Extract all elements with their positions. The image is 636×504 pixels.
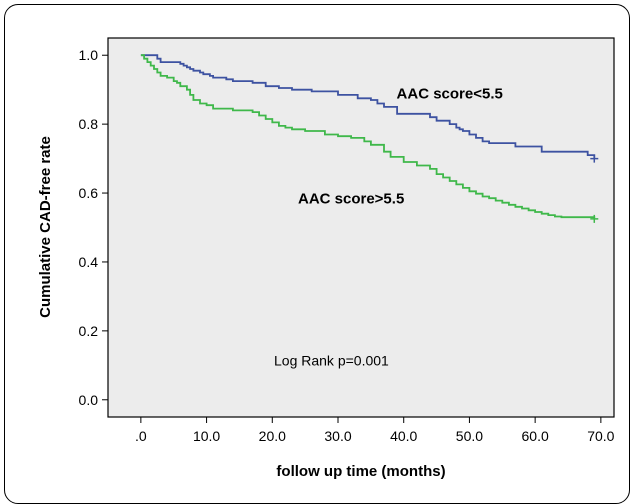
plot-area [107, 37, 615, 418]
censor-mark-2 [590, 214, 599, 223]
x-tick-label: 70.0 [587, 428, 614, 444]
series-line-2 [140, 54, 596, 219]
annotation-1: AAC score<5.5 [397, 85, 503, 102]
x-tick-label: 60.0 [522, 428, 549, 444]
x-axis-label: follow up time (months) [276, 463, 445, 480]
annotations: AAC score<5.5 AAC score>5.5 Log Rank p=0.0… [274, 85, 503, 368]
y-axis-label: Cumulative CAD-free rate [37, 136, 54, 318]
x-tick-label: 20.0 [259, 428, 286, 444]
series-layer [140, 54, 599, 223]
x-tick-label: 30.0 [324, 428, 351, 444]
x-tick-label: 50.0 [456, 428, 483, 444]
annotation-2: AAC score>5.5 [298, 190, 404, 207]
series-line-1 [140, 54, 596, 159]
x-tick-label: 40.0 [390, 428, 417, 444]
y-tick-label: 0.2 [79, 323, 99, 339]
x-axis-ticks: .0 10.0 20.0 30.0 40.0 50.0 60.0 70.0 [135, 417, 615, 444]
y-tick-label: 0.8 [79, 116, 99, 132]
y-tick-label: 1.0 [79, 47, 99, 63]
km-survival-chart: .0 10.0 20.0 30.0 40.0 50.0 60.0 70.0 0.0 0.2 0.4… [37, 37, 615, 480]
annotation-3: Log Rank p=0.001 [274, 352, 389, 368]
x-tick-label: .0 [135, 428, 147, 444]
y-tick-label: 0.4 [79, 254, 99, 270]
y-tick-label: 0.0 [79, 392, 99, 408]
censor-mark-1 [590, 154, 599, 163]
y-tick-label: 0.6 [79, 185, 99, 201]
y-axis-ticks: 0.0 0.2 0.4 0.6 0.8 1.0 [79, 47, 108, 408]
x-tick-label: 10.0 [193, 428, 220, 444]
